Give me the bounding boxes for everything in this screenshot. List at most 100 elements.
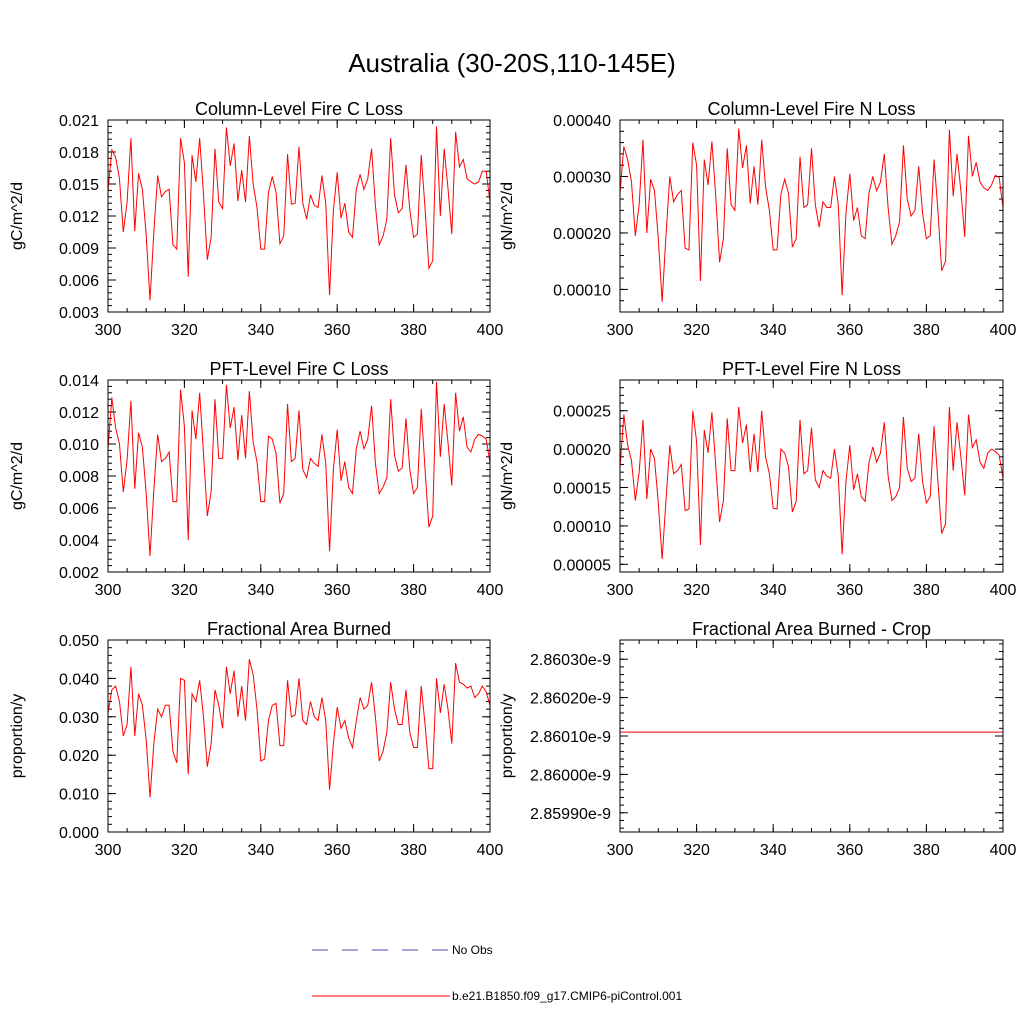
y-tick-label: 0.020 bbox=[59, 748, 99, 765]
chart-panel-6: Fractional Area Burned - Crop 300 320 340 36… bbox=[499, 619, 1016, 859]
x-tick-label: 320 bbox=[171, 322, 198, 339]
panels: Column-Level Fire C Loss 300 320 340 360 380 4… bbox=[9, 99, 1016, 859]
figure-title: Australia (30-20S,110-145E) bbox=[348, 48, 676, 78]
plot-frame bbox=[619, 639, 1004, 833]
y-tick-label: 0.012 bbox=[59, 405, 99, 422]
x-tick-label: 300 bbox=[95, 322, 122, 339]
y-tick-label: 2.86020e-9 bbox=[530, 691, 611, 708]
y-tick-label: 0.002 bbox=[59, 565, 99, 582]
x-tick-label: 400 bbox=[990, 582, 1017, 599]
y-tick-label: 0.021 bbox=[59, 113, 99, 130]
y-tick-label: 0.009 bbox=[59, 241, 99, 258]
y-tick-label: 0.014 bbox=[59, 373, 99, 390]
y-tick-label: 0.006 bbox=[59, 273, 99, 290]
chart-panel-5: Fractional Area Burned 300 320 340 360 380 400… bbox=[9, 619, 503, 859]
x-tick-label: 360 bbox=[836, 322, 863, 339]
x-tick-label: 380 bbox=[913, 322, 940, 339]
x-tick-label: 400 bbox=[477, 582, 504, 599]
x-tick-label: 380 bbox=[913, 842, 940, 859]
x-tick-label: 360 bbox=[836, 842, 863, 859]
panel-title: Column-Level Fire C Loss bbox=[195, 99, 403, 119]
y-axis-label: gN/m^2/d bbox=[499, 182, 516, 250]
x-tick-label: 300 bbox=[607, 582, 634, 599]
x-tick-label: 340 bbox=[760, 582, 787, 599]
y-tick-label: 0.040 bbox=[59, 671, 99, 688]
legend-label-no-obs: No Obs bbox=[452, 943, 493, 957]
x-tick-label: 360 bbox=[324, 582, 351, 599]
legend: No Obs b.e21.B1850.f09_g17.CMIP6-piContr… bbox=[312, 943, 682, 1003]
y-axis-label: gN/m^2/d bbox=[499, 442, 516, 510]
panel-title: PFT-Level Fire C Loss bbox=[209, 359, 388, 379]
plot-frame bbox=[107, 639, 491, 833]
x-tick-label: 400 bbox=[477, 842, 504, 859]
y-tick-label: 0.010 bbox=[59, 787, 99, 804]
plot-frame bbox=[107, 119, 491, 313]
y-tick-label: 2.86000e-9 bbox=[530, 767, 611, 784]
y-tick-label: 0.008 bbox=[59, 469, 99, 486]
x-tick-label: 360 bbox=[836, 582, 863, 599]
chart-panel-4: PFT-Level Fire N Loss 300 320 340 360 380 400 0… bbox=[499, 359, 1016, 599]
y-tick-label: 2.86030e-9 bbox=[530, 652, 611, 669]
y-tick-label: 0.004 bbox=[59, 533, 99, 550]
x-tick-label: 380 bbox=[913, 582, 940, 599]
y-tick-label: 2.85990e-9 bbox=[530, 806, 611, 823]
panel-title: Fractional Area Burned - Crop bbox=[692, 619, 931, 639]
y-tick-label: 0.050 bbox=[59, 633, 99, 650]
panel-title: Fractional Area Burned bbox=[207, 619, 391, 639]
x-tick-label: 320 bbox=[171, 842, 198, 859]
x-tick-label: 320 bbox=[683, 842, 710, 859]
y-axis-label: proportion/y bbox=[9, 694, 26, 779]
x-tick-label: 340 bbox=[760, 842, 787, 859]
series-line-1 bbox=[619, 406, 1004, 559]
x-tick-label: 340 bbox=[760, 322, 787, 339]
y-tick-label: 0.018 bbox=[59, 145, 99, 162]
chart-panel-2: Column-Level Fire N Loss 300 320 340 360 380 4… bbox=[499, 99, 1016, 339]
x-tick-label: 400 bbox=[477, 322, 504, 339]
y-axis-label: proportion/y bbox=[499, 694, 516, 779]
x-tick-label: 400 bbox=[990, 322, 1017, 339]
chart-panel-1: Column-Level Fire C Loss 300 320 340 360 380 4… bbox=[9, 99, 503, 339]
x-tick-label: 380 bbox=[400, 842, 427, 859]
x-tick-label: 400 bbox=[990, 842, 1017, 859]
y-tick-label: 0.00010 bbox=[553, 282, 611, 299]
y-tick-label: 0.00020 bbox=[553, 226, 611, 243]
x-tick-label: 380 bbox=[400, 582, 427, 599]
x-tick-label: 340 bbox=[247, 322, 274, 339]
x-tick-label: 300 bbox=[607, 322, 634, 339]
y-tick-label: 0.015 bbox=[59, 177, 99, 194]
panel-title: PFT-Level Fire N Loss bbox=[722, 359, 901, 379]
x-tick-label: 300 bbox=[95, 842, 122, 859]
series-line-1 bbox=[107, 659, 491, 798]
x-tick-label: 360 bbox=[324, 322, 351, 339]
plot-frame bbox=[107, 379, 491, 573]
y-tick-label: 0.030 bbox=[59, 710, 99, 727]
y-tick-label: 0.003 bbox=[59, 305, 99, 322]
plot-frame bbox=[619, 119, 1004, 313]
panel-title: Column-Level Fire N Loss bbox=[707, 99, 915, 119]
y-tick-label: 0.00015 bbox=[553, 481, 611, 498]
y-tick-label: 0.00005 bbox=[553, 557, 611, 574]
y-tick-label: 0.00020 bbox=[553, 442, 611, 459]
y-tick-label: 0.00010 bbox=[553, 519, 611, 536]
y-tick-label: 0.00030 bbox=[553, 169, 611, 186]
x-tick-label: 380 bbox=[400, 322, 427, 339]
y-tick-label: 0.00040 bbox=[553, 113, 611, 130]
x-tick-label: 340 bbox=[247, 582, 274, 599]
x-tick-label: 320 bbox=[171, 582, 198, 599]
y-tick-label: 0.000 bbox=[59, 825, 99, 842]
x-tick-label: 320 bbox=[683, 582, 710, 599]
x-tick-label: 320 bbox=[683, 322, 710, 339]
legend-label-picontrol: b.e21.B1850.f09_g17.CMIP6-piControl.001 bbox=[452, 989, 682, 1003]
x-tick-label: 300 bbox=[607, 842, 634, 859]
x-tick-label: 360 bbox=[324, 842, 351, 859]
y-tick-label: 0.010 bbox=[59, 437, 99, 454]
plot-frame bbox=[619, 379, 1004, 573]
x-tick-label: 300 bbox=[95, 582, 122, 599]
series-line-1 bbox=[619, 128, 1004, 302]
chart-panel-3: PFT-Level Fire C Loss 300 320 340 360 380 400 0… bbox=[9, 359, 503, 599]
y-tick-label: 0.012 bbox=[59, 209, 99, 226]
y-axis-label: gC/m^2/d bbox=[9, 182, 26, 250]
y-tick-label: 0.006 bbox=[59, 501, 99, 518]
y-tick-label: 2.86010e-9 bbox=[530, 729, 611, 746]
